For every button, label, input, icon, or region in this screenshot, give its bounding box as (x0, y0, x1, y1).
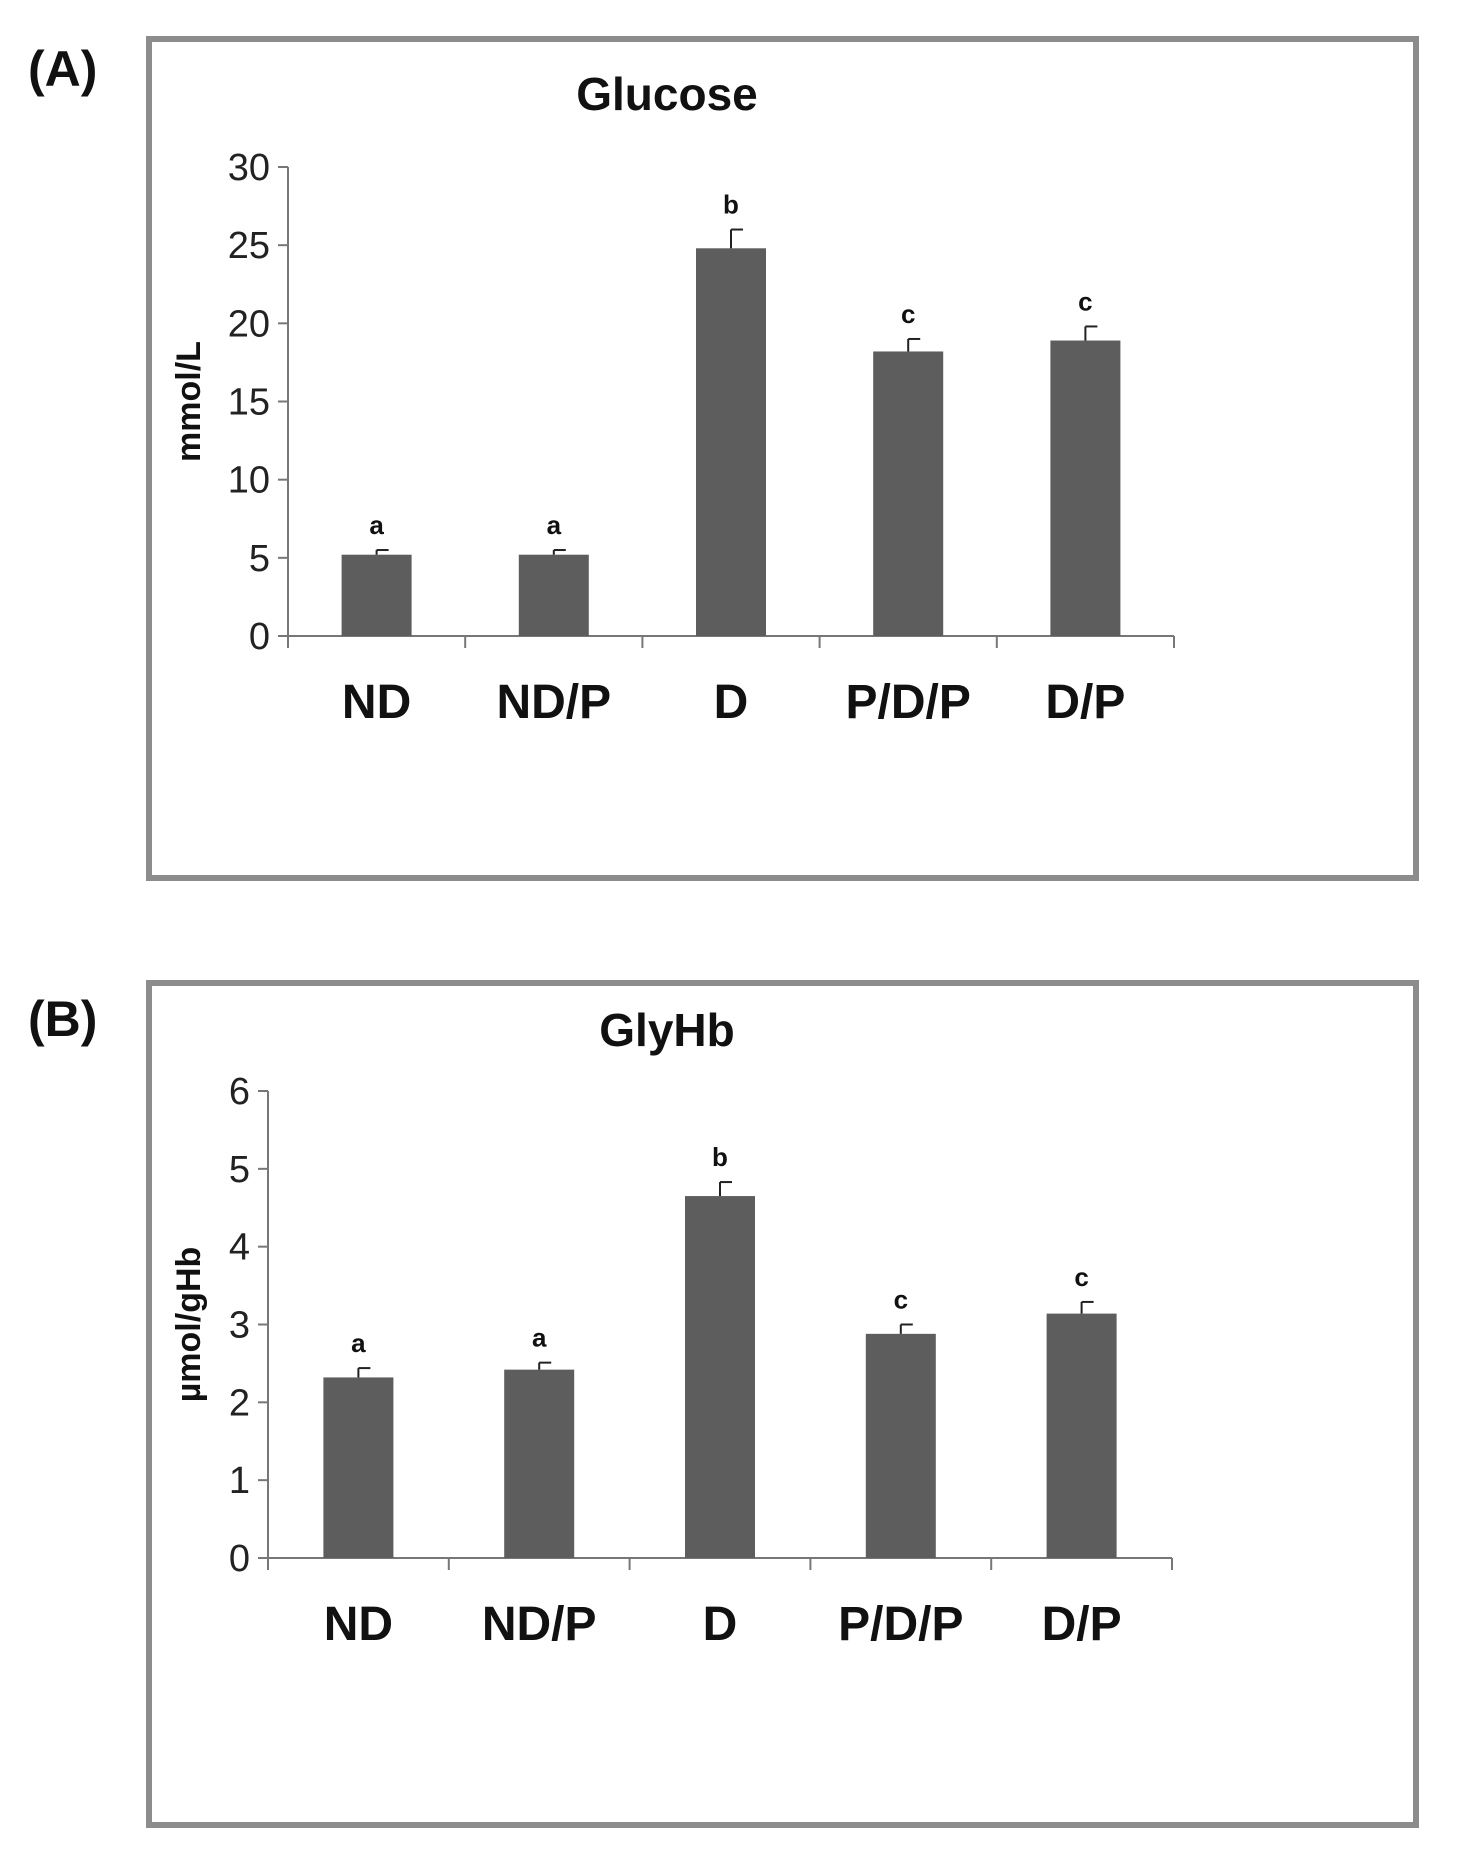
bar-nd-p (504, 1369, 575, 1558)
panel-label-a: (A) (28, 41, 98, 97)
significance-letter: a (532, 1323, 547, 1353)
significance-letter: c (901, 299, 915, 329)
chart-title: Glucose (576, 68, 758, 120)
bar-d (685, 1196, 755, 1558)
x-category-label: ND (324, 1598, 393, 1651)
bar-nd (341, 554, 412, 636)
panel-label-b: (B) (28, 991, 98, 1047)
y-axis-label: mmol/L (170, 341, 208, 462)
x-category-label: D/P (1045, 676, 1125, 729)
y-tick-label: 15 (228, 382, 270, 424)
y-tick-label: 3 (229, 1305, 250, 1347)
significance-letter: c (1074, 1262, 1088, 1292)
y-tick-label: 1 (229, 1460, 250, 1502)
y-tick-label: 10 (228, 460, 270, 502)
y-tick-label: 5 (229, 1149, 250, 1191)
y-tick-label: 2 (229, 1382, 250, 1424)
significance-letter: b (723, 190, 739, 220)
y-tick-label: 0 (249, 616, 270, 658)
significance-letter: a (547, 510, 562, 540)
bar-d-p (1050, 340, 1121, 636)
y-tick-label: 20 (228, 303, 270, 345)
significance-letter: a (369, 510, 384, 540)
x-category-label: D (714, 676, 749, 729)
significance-letter: c (894, 1285, 908, 1315)
y-tick-label: 0 (229, 1538, 250, 1580)
y-tick-label: 25 (228, 225, 270, 267)
y-axis-label: µmol/gHb (170, 1247, 208, 1403)
x-category-label: D (703, 1598, 738, 1651)
y-tick-label: 4 (229, 1227, 250, 1269)
significance-letter: c (1078, 286, 1092, 316)
bar-d (696, 248, 766, 636)
x-category-label: P/D/P (838, 1598, 963, 1651)
bar-nd (323, 1377, 394, 1558)
significance-letter: b (712, 1142, 728, 1172)
bar-nd-p (518, 554, 589, 636)
significance-letter: a (351, 1328, 366, 1358)
glucose-bar-chart: Glucose 0 5 10 15 20 25 30 a ND a ND/P b Dc P/D/P c D/P m… (170, 68, 1175, 729)
x-category-label: P/D/P (846, 676, 971, 729)
y-tick-label: 5 (249, 538, 270, 580)
glyhb-bar-chart: GlyHb 0 1 2 3 4 5 6 a ND a ND/P b Dc P/D/P c D/P µmol/gHb (170, 1004, 1173, 1651)
y-tick-label: 6 (229, 1071, 250, 1113)
bar-p-d-p (873, 351, 944, 636)
x-category-label: D/P (1042, 1598, 1122, 1651)
x-category-label: ND/P (496, 676, 611, 729)
x-category-label: ND (342, 676, 411, 729)
y-tick-label: 30 (228, 147, 270, 189)
chart-title: GlyHb (599, 1004, 734, 1056)
x-category-label: ND/P (482, 1598, 597, 1651)
bar-d-p (1046, 1313, 1117, 1558)
bar-p-d-p (865, 1333, 936, 1558)
